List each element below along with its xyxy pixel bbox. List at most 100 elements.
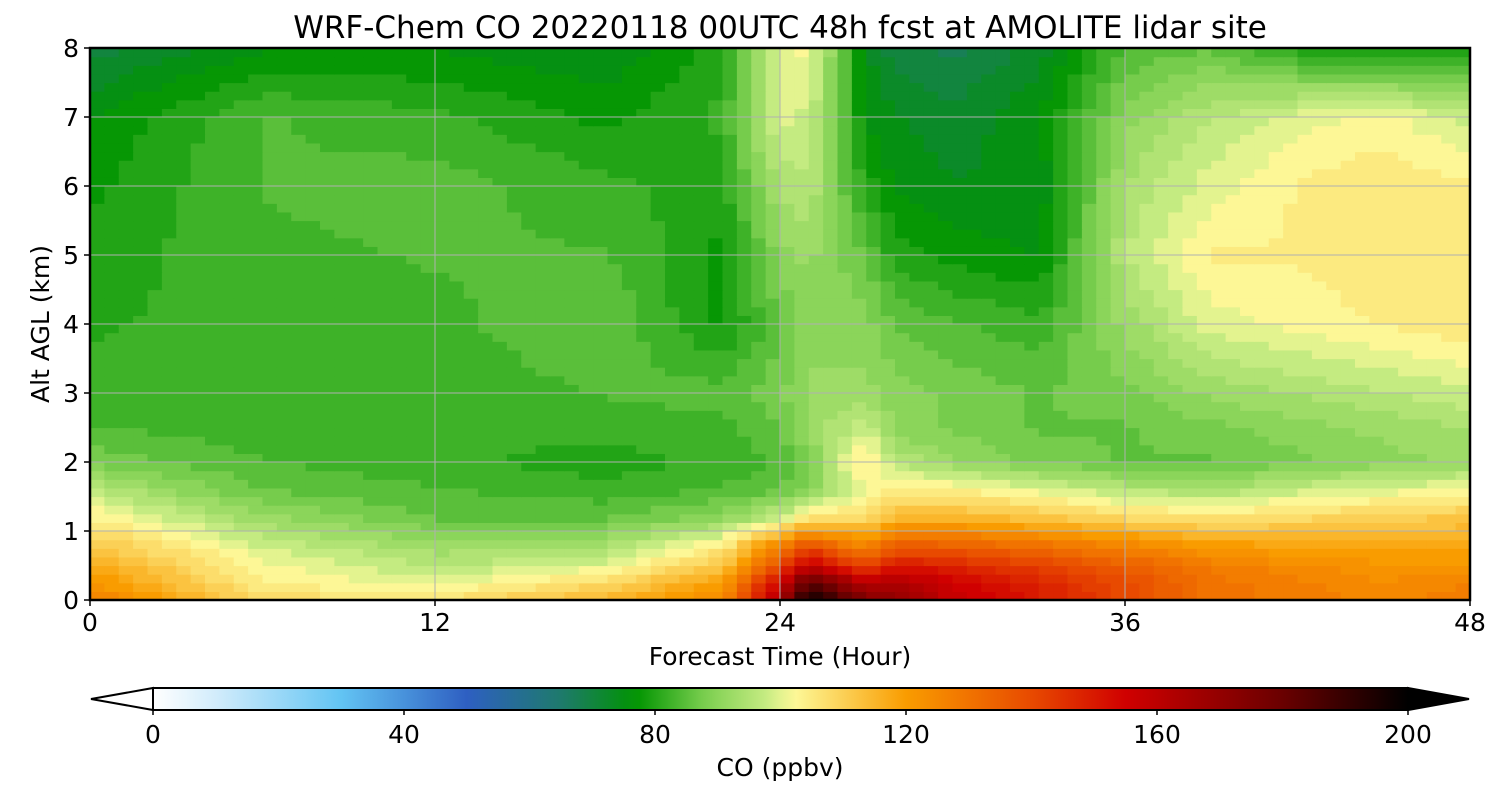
heatmap-cell: [291, 246, 307, 256]
heatmap-cell: [248, 574, 264, 584]
heatmap-cell: [176, 539, 192, 549]
heatmap-cell: [276, 453, 292, 463]
heatmap-cell: [305, 341, 321, 351]
heatmap-cell: [607, 220, 623, 230]
heatmap-cell: [463, 444, 479, 454]
heatmap-cell: [808, 211, 824, 222]
heatmap-cell: [1211, 436, 1227, 446]
heatmap-cell: [320, 349, 335, 360]
heatmap-cell: [1096, 479, 1112, 489]
heatmap-cell: [650, 280, 666, 291]
heatmap-cell: [320, 444, 335, 454]
heatmap-cell: [1010, 393, 1025, 403]
heatmap-cell: [880, 582, 896, 592]
heatmap-cell: [506, 246, 522, 256]
heatmap-cell: [1369, 565, 1385, 575]
heatmap-cell: [406, 522, 422, 532]
heatmap-cell: [118, 436, 134, 446]
heatmap-cell: [1125, 574, 1140, 584]
heatmap-cell: [305, 168, 321, 178]
heatmap-cell: [535, 306, 551, 316]
heatmap-cell: [995, 168, 1011, 178]
heatmap-cell: [909, 168, 925, 178]
heatmap-cell: [1455, 255, 1471, 265]
heatmap-cell: [535, 349, 551, 360]
heatmap-cell: [851, 410, 867, 420]
heatmap-cell: [866, 341, 882, 351]
heatmap-cell: [722, 151, 738, 161]
heatmap-cell: [736, 531, 752, 541]
heatmap-cell: [205, 548, 220, 558]
heatmap-cell: [1412, 444, 1428, 454]
heatmap-cell: [966, 324, 982, 334]
heatmap-cell: [377, 531, 393, 541]
heatmap-cell: [837, 565, 853, 575]
heatmap-cell: [923, 306, 939, 316]
heatmap-cell: [1455, 436, 1471, 446]
heatmap-cell: [837, 358, 853, 368]
heatmap-cell: [564, 272, 580, 282]
heatmap-cell: [348, 513, 364, 523]
heatmap-cell: [923, 393, 939, 403]
heatmap-cell: [147, 375, 163, 385]
heatmap-cell: [1369, 556, 1385, 567]
heatmap-cell: [1355, 410, 1370, 420]
heatmap-cell: [449, 255, 465, 265]
heatmap-cell: [966, 531, 982, 541]
heatmap-cell: [952, 324, 968, 334]
heatmap-cell: [578, 203, 594, 213]
heatmap-cell: [90, 556, 105, 567]
heatmap-cell: [1412, 505, 1428, 515]
heatmap-cell: [621, 341, 637, 351]
heatmap-cell: [262, 332, 278, 342]
heatmap-cell: [780, 496, 795, 506]
heatmap-cell: [248, 539, 264, 549]
heatmap-cell: [995, 324, 1011, 334]
heatmap-cell: [248, 401, 264, 411]
heatmap-cell: [895, 160, 910, 170]
heatmap-cell: [478, 315, 494, 325]
heatmap-cell: [320, 151, 335, 161]
heatmap-cell: [895, 591, 910, 601]
heatmap-cell: [722, 341, 738, 351]
heatmap-cell: [708, 565, 724, 575]
heatmap-cell: [320, 427, 335, 437]
heatmap-cell: [693, 444, 709, 454]
heatmap-cell: [722, 427, 738, 437]
heatmap-cell: [751, 151, 767, 161]
heatmap-cell: [1153, 298, 1169, 308]
heatmap-cell: [320, 531, 335, 541]
heatmap-cell: [1038, 151, 1054, 161]
heatmap-cell: [276, 582, 292, 592]
heatmap-cell: [521, 289, 537, 299]
heatmap-cell: [305, 237, 321, 247]
heatmap-cell: [722, 591, 738, 601]
heatmap-cell: [995, 444, 1011, 454]
heatmap-cell: [463, 220, 479, 230]
heatmap-cell: [478, 211, 494, 222]
heatmap-cell: [679, 246, 695, 256]
heatmap-cell: [1081, 272, 1097, 282]
heatmap-cell: [1168, 375, 1184, 385]
heatmap-cell: [593, 367, 609, 377]
heatmap-cell: [952, 246, 968, 256]
heatmap-cell: [693, 349, 709, 360]
heatmap-cell: [1153, 436, 1169, 446]
heatmap-cell: [895, 263, 910, 273]
heatmap-cell: [765, 246, 781, 256]
heatmap-cell: [966, 539, 982, 549]
heatmap-cell: [808, 272, 824, 282]
heatmap-cell: [248, 194, 264, 204]
heatmap-cell: [1096, 160, 1112, 170]
heatmap-cell: [492, 487, 508, 498]
heatmap-cell: [607, 582, 623, 592]
heatmap-cell: [1153, 539, 1169, 549]
heatmap-cell: [1268, 565, 1284, 575]
heatmap-cell: [966, 574, 982, 584]
heatmap-cell: [823, 462, 839, 472]
heatmap-cell: [219, 539, 235, 549]
heatmap-cell: [636, 418, 652, 429]
heatmap-cell: [981, 513, 997, 523]
heatmap-cell: [564, 298, 580, 308]
heatmap-cell: [1139, 194, 1155, 204]
